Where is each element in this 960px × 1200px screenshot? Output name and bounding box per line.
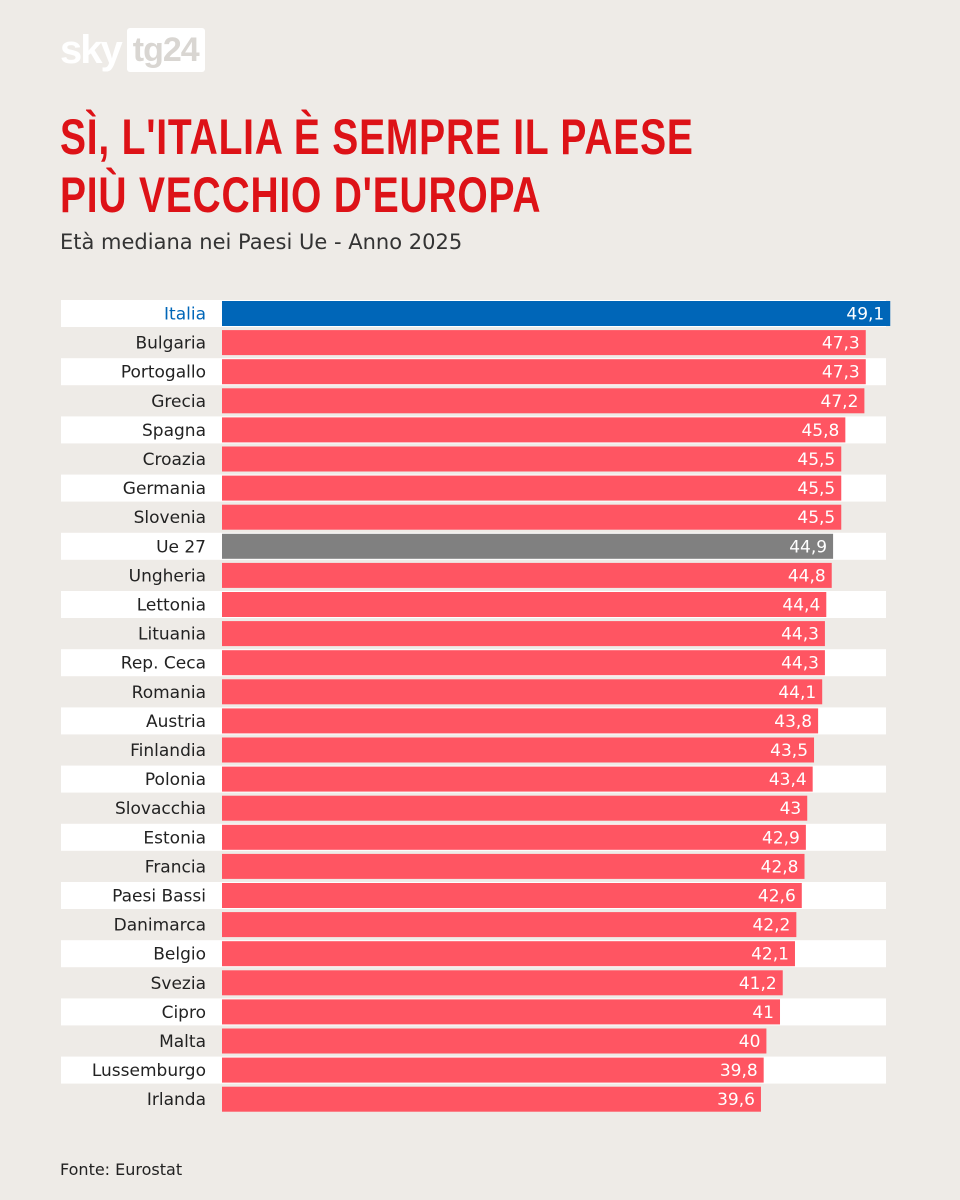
category-label-lussemburgo: Lussemburgo [92, 1061, 206, 1081]
bar-francia [222, 853, 805, 879]
category-label-lituania: Lituania [138, 625, 206, 645]
bar-slovacchia [222, 795, 808, 821]
logo-sky-text: sky [60, 28, 123, 72]
bar-italia [222, 301, 891, 326]
value-label-estonia: 42,9 [762, 828, 800, 848]
value-label-germania: 45,5 [797, 479, 835, 499]
value-label-irlanda: 39,6 [717, 1090, 755, 1110]
value-label-polonia: 43,4 [769, 770, 807, 790]
bar-austria [222, 708, 819, 734]
bar-irlanda [222, 1086, 761, 1112]
bar-danimarca [222, 912, 797, 938]
value-label-lituania: 44,3 [781, 625, 819, 645]
bar-lussemburgo [222, 1057, 764, 1083]
category-label-spagna: Spagna [142, 421, 206, 441]
value-label-danimarca: 42,2 [752, 916, 790, 936]
bar-paesi-bassi [222, 883, 802, 908]
category-label-portogallo: Portogallo [121, 363, 206, 383]
category-label-germania: Germania [123, 479, 206, 499]
chart-title: SÌ, L'ITALIA È SEMPRE IL PAESE PIÙ VECCH… [60, 109, 694, 223]
value-label-paesi-bassi: 42,6 [758, 887, 796, 907]
bar-ungheria [222, 562, 832, 588]
value-label-francia: 42,8 [761, 857, 799, 877]
bar-romania [222, 679, 823, 705]
category-label-irlanda: Irlanda [147, 1090, 206, 1110]
value-label-austria: 43,8 [774, 712, 812, 732]
bar-belgio [222, 941, 795, 967]
bar-finlandia [222, 737, 815, 763]
bar-croazia [222, 446, 842, 472]
category-label-bulgaria: Bulgaria [136, 334, 207, 354]
value-label-italia: 49,1 [846, 305, 884, 325]
bar-chart: Italia 49,1 Bulgaria 47,3 Portogallo 47,3 Grec… [61, 300, 891, 1112]
category-label-finlandia: Finlandia [130, 741, 206, 761]
bar-cipro [222, 999, 781, 1025]
bar-germania [222, 475, 842, 501]
value-label-slovenia: 45,5 [797, 508, 835, 528]
bar-malta [222, 1028, 767, 1054]
value-label-croazia: 45,5 [797, 450, 835, 470]
value-label-bulgaria: 47,3 [822, 334, 860, 354]
logo-tg24-text: tg24 [126, 28, 205, 72]
category-label-estonia: Estonia [143, 828, 206, 848]
category-label-cipro: Cipro [162, 1003, 206, 1023]
bar-bulgaria [222, 330, 866, 356]
category-label-lettonia: Lettonia [137, 596, 206, 616]
chart-subtitle: Età mediana nei Paesi Ue - Anno 2025 [60, 230, 463, 254]
category-label-slovenia: Slovenia [134, 508, 206, 528]
category-label-italia: Italia [164, 305, 206, 325]
category-label-malta: Malta [159, 1032, 206, 1052]
category-label-polonia: Polonia [145, 770, 206, 790]
value-label-finlandia: 43,5 [770, 741, 808, 761]
value-label-grecia: 47,2 [821, 392, 859, 412]
category-label-danimarca: Danimarca [114, 916, 206, 936]
bar-slovenia [222, 504, 842, 530]
value-label-malta: 40 [739, 1032, 761, 1052]
category-label-francia: Francia [145, 857, 206, 877]
category-label-slovacchia: Slovacchia [115, 799, 206, 819]
bar-svezia [222, 970, 783, 996]
value-label-ungheria: 44,8 [788, 566, 826, 586]
value-label-spagna: 45,8 [801, 421, 839, 441]
value-label-portogallo: 47,3 [822, 363, 860, 383]
value-label-cipro: 41 [752, 1003, 774, 1023]
bar-ue-27 [222, 533, 834, 559]
bar-lettonia [222, 592, 827, 617]
value-label-ue-27: 44,9 [789, 537, 827, 557]
value-label-lettonia: 44,4 [782, 596, 820, 616]
category-label-grecia: Grecia [151, 392, 206, 412]
value-label-svezia: 41,2 [739, 974, 777, 994]
bar-estonia [222, 824, 806, 850]
bar-lituania [222, 621, 825, 647]
category-label-croazia: Croazia [143, 450, 206, 470]
value-label-slovacchia: 43 [780, 799, 802, 819]
value-label-belgio: 42,1 [751, 945, 789, 965]
category-label-ungheria: Ungheria [129, 566, 206, 586]
bar-grecia [222, 388, 865, 414]
bar-polonia [222, 766, 813, 792]
bar-portogallo [222, 359, 866, 385]
value-label-romania: 44,1 [778, 683, 816, 703]
bar-spagna [222, 417, 846, 443]
category-label-paesi-bassi: Paesi Bassi [112, 887, 206, 907]
category-label-austria: Austria [146, 712, 206, 732]
value-label-rep-ceca: 44,3 [781, 654, 819, 674]
category-label-svezia: Svezia [151, 974, 206, 994]
sky-tg24-logo: sky tg24 [60, 28, 205, 72]
category-label-rep-ceca: Rep. Ceca [121, 654, 206, 674]
category-label-ue-27: Ue 27 [156, 537, 206, 557]
bar-rep-ceca [222, 650, 825, 676]
value-label-lussemburgo: 39,8 [720, 1061, 758, 1081]
category-label-belgio: Belgio [153, 945, 206, 965]
source-note: Fonte: Eurostat [60, 1160, 183, 1179]
category-label-romania: Romania [132, 683, 206, 703]
